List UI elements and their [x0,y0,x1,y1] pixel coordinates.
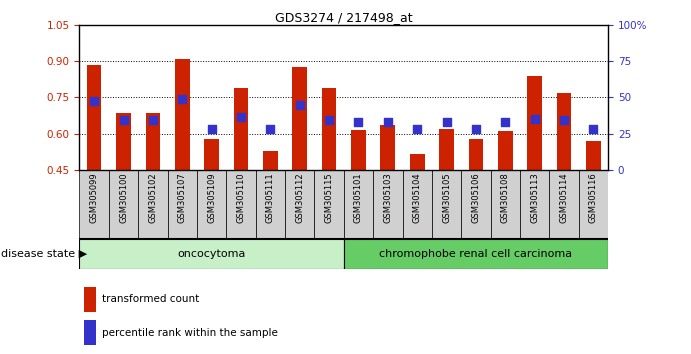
Point [353,119,364,124]
Bar [263,151,278,170]
Bar [520,170,549,239]
Text: GSM305107: GSM305107 [178,172,187,223]
Bar [84,320,96,345]
Bar [491,170,520,239]
Point [118,118,129,123]
Point [529,116,540,122]
Point [441,119,452,125]
Point [412,126,423,132]
Text: GSM305116: GSM305116 [589,172,598,223]
Bar [498,131,513,170]
Text: chromophobe renal cell carcinoma: chromophobe renal cell carcinoma [379,249,572,259]
Bar [234,88,248,170]
Point [382,119,393,125]
Bar [373,170,402,239]
Bar [344,170,373,239]
Bar [109,170,138,239]
Bar [167,170,197,239]
Text: GSM305109: GSM305109 [207,172,216,223]
Point [147,117,158,122]
Text: GSM305108: GSM305108 [501,172,510,223]
Bar [79,239,344,269]
Bar [322,88,337,170]
Bar [175,59,189,170]
Text: GSM305110: GSM305110 [236,172,245,223]
Bar [314,170,343,239]
Bar [410,154,424,170]
Bar [227,170,256,239]
Bar [205,139,219,170]
Point [323,117,334,122]
Text: disease state ▶: disease state ▶ [1,249,87,259]
Bar [527,76,542,170]
Point [588,126,599,132]
Bar [549,170,578,239]
Text: GSM305113: GSM305113 [530,172,539,223]
Bar [197,170,227,239]
Bar [432,170,462,239]
Point [206,126,217,132]
Bar [84,287,96,312]
Bar [344,239,608,269]
Bar [439,129,454,170]
Bar [116,113,131,170]
Point [294,102,305,108]
Point [558,117,569,122]
Bar [578,170,608,239]
Bar [468,139,483,170]
Bar [381,125,395,170]
Point [265,126,276,132]
Point [471,126,482,132]
Text: GSM305103: GSM305103 [384,172,392,223]
Text: GSM305102: GSM305102 [149,172,158,223]
Bar [256,170,285,239]
Bar [586,141,600,170]
Bar [138,170,167,239]
Text: GSM305112: GSM305112 [295,172,304,223]
Text: GSM305114: GSM305114 [560,172,569,223]
Text: GSM305099: GSM305099 [90,172,99,223]
Point [88,98,100,104]
Bar [87,65,102,170]
Bar [146,113,160,170]
Bar [292,67,307,170]
Text: percentile rank within the sample: percentile rank within the sample [102,328,278,338]
Text: GSM305111: GSM305111 [266,172,275,223]
Bar [79,170,109,239]
Text: GSM305115: GSM305115 [325,172,334,223]
Text: GSM305104: GSM305104 [413,172,422,223]
Bar [402,170,432,239]
Point [236,114,247,120]
Text: GSM305105: GSM305105 [442,172,451,223]
Text: GSM305100: GSM305100 [119,172,128,223]
Point [500,119,511,125]
Point [177,96,188,102]
Bar [462,170,491,239]
Bar [285,170,314,239]
Bar [351,130,366,170]
Text: oncocytoma: oncocytoma [178,249,246,259]
Title: GDS3274 / 217498_at: GDS3274 / 217498_at [275,11,413,24]
Bar [557,92,571,170]
Text: GSM305101: GSM305101 [354,172,363,223]
Text: transformed count: transformed count [102,295,200,304]
Text: GSM305106: GSM305106 [471,172,480,223]
